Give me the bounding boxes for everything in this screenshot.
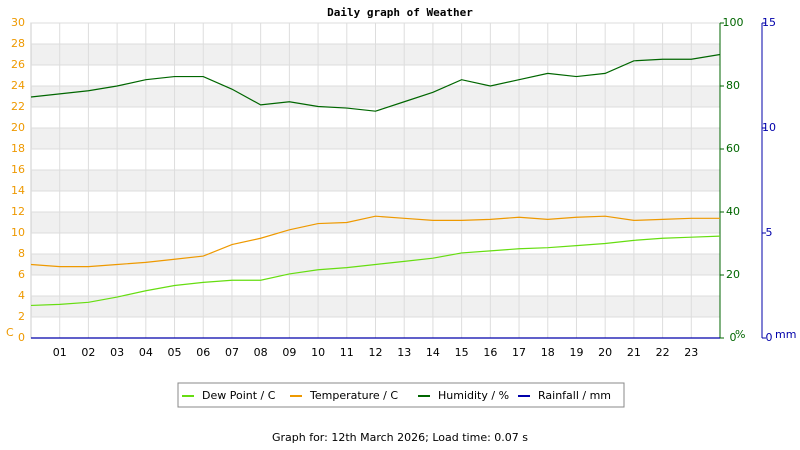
x-tick-label: 18	[541, 346, 555, 359]
x-tick-label: 13	[397, 346, 411, 359]
x-tick-label: 06	[196, 346, 210, 359]
y-tick-label: 18	[11, 142, 25, 155]
y2-tick-label: 0	[730, 331, 737, 344]
y2-tick-label: 100	[723, 16, 744, 29]
y3-axis-label: mm	[775, 328, 796, 341]
y-tick-label: 0	[18, 331, 25, 344]
x-tick-label: 08	[254, 346, 268, 359]
y-tick-label: 14	[11, 184, 25, 197]
x-tick-label: 21	[627, 346, 641, 359]
line	[30, 235, 721, 307]
x-tick-label: 03	[110, 346, 124, 359]
footer: Graph for: 12th March 2026; Load time: 0…	[272, 431, 528, 444]
y-tick-label: 24	[11, 79, 25, 92]
y-tick-label: 16	[11, 163, 25, 176]
y3-tick-label: 5	[766, 226, 773, 239]
x-tick-label: 22	[656, 346, 670, 359]
y-tick-label: 2	[18, 310, 25, 323]
y-tick-label: 12	[11, 205, 25, 218]
y-tick-label: 22	[11, 100, 25, 113]
y3-tick-label: 15	[762, 16, 776, 29]
y2-tick-label: 60	[726, 142, 740, 155]
y2-axis-label: %	[735, 328, 745, 341]
y-tick-label: 4	[18, 289, 25, 302]
y-tick-label: 6	[18, 268, 25, 281]
x-tick-label: 01	[53, 346, 67, 359]
y-tick-label: 8	[18, 247, 25, 260]
x-tick-label: 07	[225, 346, 239, 359]
x-tick-label: 20	[598, 346, 612, 359]
x-tick-label: 14	[426, 346, 440, 359]
x-tick-label: 16	[483, 346, 497, 359]
x-tick-label: 09	[282, 346, 296, 359]
x-tick-label: 19	[569, 346, 583, 359]
y2-tick-label: 20	[726, 268, 740, 281]
y3-tick-label: 10	[762, 121, 776, 134]
legend-label: Rainfall / mm	[538, 389, 611, 402]
legend-label: Dew Point / C	[202, 389, 276, 402]
y2-tick-label: 40	[726, 205, 740, 218]
y-axis-label: C	[6, 326, 14, 339]
y-tick-label: 20	[11, 121, 25, 134]
x-tick-label: 23	[684, 346, 698, 359]
x-tick-label: 11	[340, 346, 354, 359]
x-tick-label: 10	[311, 346, 325, 359]
y-tick-label: 26	[11, 58, 25, 71]
y2-tick-label: 80	[726, 79, 740, 92]
x-tick-label: 02	[81, 346, 95, 359]
y-tick-label: 28	[11, 37, 25, 50]
y-tick-label: 30	[11, 16, 25, 29]
chart-title: Daily graph of Weather	[327, 6, 473, 19]
line	[30, 215, 720, 268]
x-tick-label: 04	[139, 346, 153, 359]
line	[30, 53, 721, 112]
y3-tick-label: 0	[766, 331, 773, 344]
legend-label: Temperature / C	[309, 389, 398, 402]
x-tick-label: 15	[455, 346, 469, 359]
y-tick-label: 10	[11, 226, 25, 239]
x-tick-label: 12	[369, 346, 383, 359]
legend-box	[177, 382, 625, 408]
x-tick-label: 05	[168, 346, 182, 359]
x-tick-label: 17	[512, 346, 526, 359]
legend-label: Humidity / %	[438, 389, 509, 402]
